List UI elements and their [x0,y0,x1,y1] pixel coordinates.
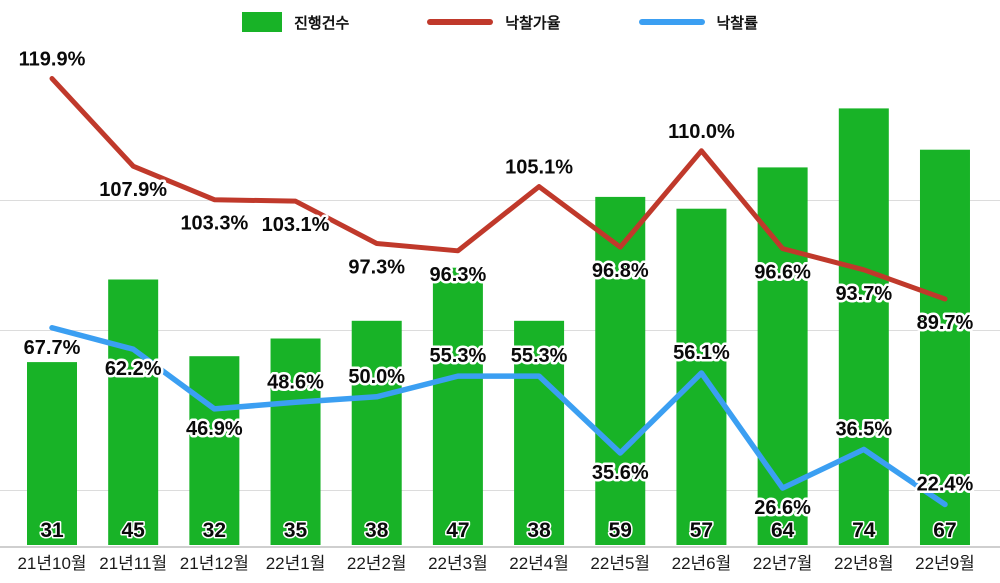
x-axis-label: 22년2월 [347,554,407,573]
bar [595,196,646,545]
price-rate-label: 105.1% [505,157,573,179]
bar [351,320,402,545]
price-rate-label: 97.3% [348,257,405,279]
sale-rate-line [49,325,948,508]
sale-rate-label: 36.5% [835,418,892,440]
price-rate-label: 103.1% [262,214,330,236]
price-rate-label: 103.3% [180,213,248,235]
sale-rate-label: 48.6% [267,371,324,393]
sale-rate-label: 67.7% [24,337,81,359]
bar-value-label: 38 [365,519,389,542]
sale-rate-label: 62.2% [105,358,162,380]
sale-rate-label: 55.3% [430,345,487,367]
bar-value-label: 38 [527,519,551,542]
chart-legend: 진행건수 낙찰가율 낙찰률 [0,8,1000,36]
x-axis-label: 22년7월 [753,554,813,573]
sale-rate-label: 56.1% [673,342,730,364]
price-rate-label: 96.3% [430,264,487,286]
bar [27,362,77,545]
sale-rate-label: 35.6% [592,462,649,484]
bar-series-swatch [242,12,283,32]
bar [108,279,159,545]
bar-value-label: 35 [284,519,308,542]
price-rate-label: 110.0% [668,121,735,143]
bar-value-label: 74 [852,519,876,542]
bar [270,338,321,545]
x-axis-label: 22년4월 [509,554,569,573]
x-axis-label: 21년12월 [180,554,249,573]
price-rate-swatch [427,19,494,25]
price-rate-label: 89.7% [917,312,974,334]
bar [189,356,240,545]
sale-rate-label: 26.6% [754,497,811,519]
x-axis-label: 22년1월 [266,554,326,573]
bar-value-label: 32 [203,519,226,542]
bar [838,108,889,546]
x-axis-label: 22년5월 [590,554,650,573]
bar-value-label: 64 [771,519,795,542]
sale-rate-label: 22.4% [917,473,974,495]
bar-value-label: 31 [40,519,64,542]
bar-value-label: 59 [609,519,632,542]
bar-value-label: 47 [446,519,469,542]
legend-item-bar-series: 진행건수 [242,12,349,33]
price-rate-line [49,76,948,302]
bar [919,149,970,545]
price-rate-label: 119.9% [19,49,86,71]
x-axis-label: 22년9월 [915,554,975,573]
legend-label-sale-rate: 낙찰률 [716,14,758,32]
price-rate-label: 107.9% [99,179,167,201]
x-axis-label: 21년10월 [17,554,86,573]
price-rate-label: 93.7% [835,283,892,305]
legend-item-sale-rate: 낙찰률 [638,12,758,33]
x-axis-label: 22년6월 [672,554,732,573]
sale-rate-label: 46.9% [186,418,243,440]
legend-label-price-rate: 낙찰가율 [505,14,561,32]
x-axis-label: 21년11월 [99,554,167,573]
sale-rate-swatch [638,19,705,25]
x-axis-label: 22년8월 [834,554,894,573]
price-rate-label: 96.8% [592,260,649,282]
legend-label-bars: 진행건수 [294,14,350,32]
legend-item-price-rate: 낙찰가율 [427,12,561,33]
bar [432,267,483,545]
price-rate-label: 96.6% [754,262,811,284]
bar-value-label: 57 [690,519,713,542]
bar-value-label: 45 [122,519,146,542]
x-axis-label: 22년3월 [428,554,488,573]
bar-value-label: 67 [933,519,956,542]
sale-rate-label: 55.3% [511,345,568,367]
sale-rate-label: 50.0% [348,366,405,388]
bar [514,320,565,545]
